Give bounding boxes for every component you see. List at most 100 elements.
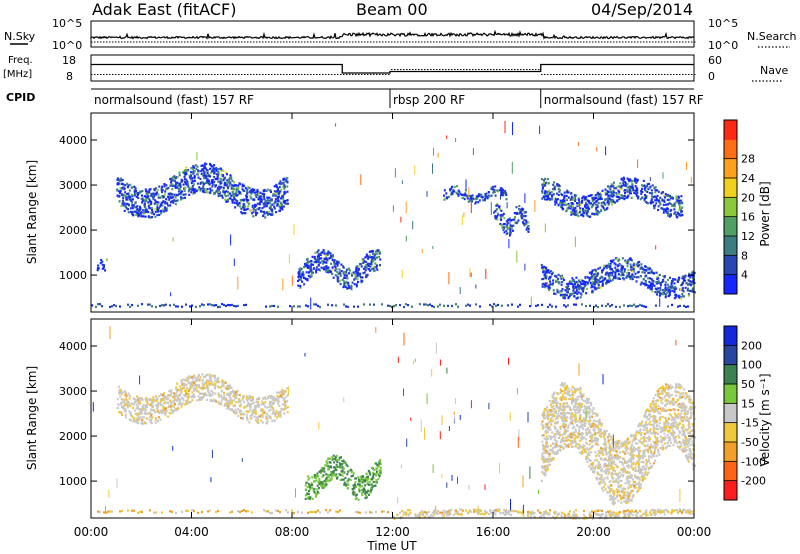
power-noise-cell	[448, 272, 450, 285]
power-echo-cell	[272, 193, 275, 196]
power-echo-cell	[342, 272, 345, 275]
power-echo-cell	[549, 191, 552, 194]
power-echo-cell	[164, 190, 167, 193]
power-echo-cell	[608, 277, 611, 280]
velocity-echo-cell	[593, 419, 596, 422]
power-echo-cell	[647, 188, 650, 191]
power-echo-cell	[659, 284, 662, 287]
power-echo-cell	[307, 260, 310, 263]
velocity-echo-cell	[199, 392, 202, 395]
power-echo-cell	[523, 218, 526, 222]
velocity-echo-cell	[318, 478, 321, 481]
velocity-echo-cell	[360, 488, 363, 491]
power-echo-cell	[127, 192, 129, 195]
velocity-echo-cell	[482, 513, 485, 516]
power-echo-cell	[652, 272, 655, 275]
power-echo-cell	[126, 202, 129, 205]
velocity-echo-cell	[120, 403, 123, 406]
power-echo-cell	[592, 203, 594, 206]
power-echo-cell	[595, 206, 598, 209]
power-echo-cell	[316, 251, 319, 254]
power-echo-cell	[611, 272, 614, 275]
velocity-echo-cell	[352, 493, 355, 496]
power-echo-cell	[579, 280, 582, 284]
power-echo-cell	[213, 192, 215, 195]
power-echo-cell	[178, 171, 181, 174]
power-echo-cell	[544, 191, 547, 194]
power-echo-cell	[220, 178, 223, 181]
velocity-echo-cell	[429, 515, 432, 518]
power-echo-cell	[609, 262, 612, 265]
power-echo-cell	[286, 199, 289, 202]
velocity-echo-cell	[117, 404, 120, 407]
power-echo-cell	[653, 186, 656, 189]
power-echo-cell	[570, 205, 573, 208]
power-echo-cell	[368, 254, 371, 257]
power-echo-cell	[516, 212, 518, 215]
power-echo-cell	[579, 209, 582, 212]
velocity-echo-cell	[270, 406, 273, 409]
velocity-echo-cell	[682, 510, 684, 513]
power-echo-cell	[213, 168, 216, 171]
power-echo-cell	[543, 179, 546, 182]
power-echo-cell	[676, 199, 679, 202]
power-echo-cell	[200, 169, 203, 173]
velocity-echo-cell	[164, 409, 167, 412]
velocity-echo-cell	[198, 379, 201, 382]
power-echo-cell	[131, 201, 134, 204]
power-near-range-cell	[437, 305, 439, 308]
velocity-echo-cell	[180, 379, 183, 382]
power-echo-cell	[645, 195, 648, 198]
power-echo-cell	[123, 187, 126, 190]
power-echo-cell	[202, 169, 205, 172]
power-echo-cell	[597, 286, 600, 289]
power-echo-cell	[354, 277, 357, 280]
velocity-echo-cell	[261, 416, 264, 419]
power-echo-cell	[353, 283, 356, 286]
power-echo-cell	[524, 211, 527, 214]
power-echo-cell	[602, 279, 605, 282]
power-echo-cell	[634, 177, 636, 180]
power-echo-cell	[659, 287, 662, 290]
power-echo-cell	[226, 187, 229, 190]
velocity-echo-cell	[361, 475, 364, 478]
power-echo-cell	[611, 200, 614, 203]
power-echo-cell	[225, 171, 228, 174]
power-echo-cell	[355, 268, 358, 271]
velocity-echo-cell	[154, 395, 157, 398]
power-near-range-cell	[213, 304, 215, 307]
power-echo-cell	[451, 190, 454, 193]
power-echo-cell	[261, 207, 264, 210]
power-echo-cell	[512, 229, 514, 232]
velocity-echo-cell	[343, 481, 346, 484]
power-echo-cell	[244, 212, 247, 215]
power-noise-cell	[414, 165, 416, 175]
velocity-echo-cell	[599, 514, 602, 517]
power-echo-cell	[275, 194, 278, 197]
velocity-echo-cell	[371, 478, 374, 481]
power-echo-cell	[144, 200, 147, 203]
power-near-range-cell	[667, 305, 669, 308]
power-echo-cell	[183, 171, 186, 174]
power-echo-cell	[601, 276, 604, 279]
velocity-echo-cell	[323, 470, 326, 473]
power-echo-cell	[361, 259, 364, 262]
freq-unit-label: [MHz]	[3, 69, 32, 80]
velocity-echo-cell	[186, 395, 189, 398]
velocity-echo-cell	[142, 403, 145, 407]
power-echo-cell	[176, 181, 179, 184]
power-echo-cell	[246, 188, 249, 191]
power-echo-cell	[639, 198, 642, 201]
velocity-echo-cell	[187, 389, 190, 392]
power-noise-cell	[511, 161, 513, 174]
velocity-echo-cell	[124, 413, 127, 416]
velocity-echo-cell	[252, 401, 255, 404]
velocity-echo-cell	[135, 403, 138, 406]
power-echo-cell	[674, 211, 677, 214]
power-echo-cell	[581, 199, 584, 203]
power-echo-cell	[100, 258, 103, 262]
power-echo-cell	[348, 272, 350, 275]
power-echo-cell	[655, 281, 658, 284]
velocity-echo-cell	[182, 378, 185, 381]
power-echo-cell	[457, 193, 460, 196]
